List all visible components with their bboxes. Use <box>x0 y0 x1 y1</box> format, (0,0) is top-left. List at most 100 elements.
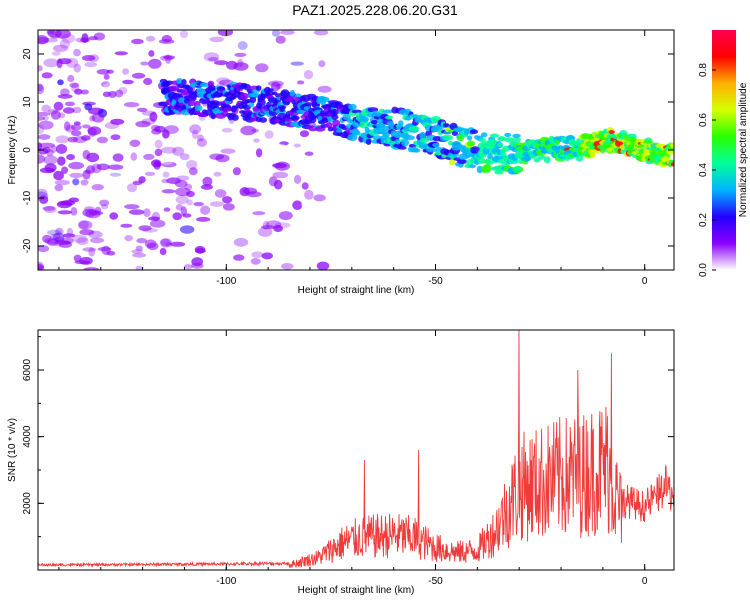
y-tick-label: 0 <box>22 147 33 153</box>
heatmap-cell <box>52 44 69 52</box>
heatmap-cell <box>271 30 281 37</box>
heatmap-cell <box>118 87 128 95</box>
heatmap-cell <box>155 162 162 167</box>
heatmap-cell <box>38 263 45 270</box>
heatmap-cell <box>200 205 211 215</box>
heatmap-cell <box>161 35 172 43</box>
heatmap-cell <box>131 38 144 45</box>
heatmap-cell <box>42 206 56 211</box>
y-tick-label: 4000 <box>22 425 33 448</box>
heatmap-cell <box>101 81 111 88</box>
heatmap-cell <box>231 114 239 121</box>
heatmap-cell <box>278 211 293 221</box>
heatmap-cell <box>103 82 117 93</box>
heatmap-plot <box>38 30 674 270</box>
heatmap-cell <box>456 159 468 164</box>
heatmap-cell <box>217 30 234 37</box>
heatmap-cell <box>108 164 124 170</box>
heatmap-cell <box>257 226 273 237</box>
heatmap-cell <box>64 101 75 107</box>
y-tick-label: 6000 <box>22 358 33 381</box>
heatmap-cell <box>161 161 177 168</box>
heatmap-cell <box>221 127 233 133</box>
heatmap-cell <box>196 138 207 147</box>
heatmap-cell <box>261 252 273 260</box>
heatmap-cell <box>233 237 249 247</box>
heatmap-cell <box>209 201 225 207</box>
heatmap-cell <box>82 124 91 129</box>
x-tick-label: -50 <box>428 576 443 587</box>
heatmap-cell <box>233 254 245 261</box>
heatmap-cell <box>126 183 138 193</box>
heatmap-cell <box>222 196 233 204</box>
heatmap-cell <box>47 238 59 246</box>
heatmap-cell <box>451 131 459 136</box>
heatmap-cell <box>129 139 141 147</box>
heatmap-cell <box>395 138 401 145</box>
heatmap-cell <box>359 116 370 123</box>
x-tick-label: 0 <box>642 576 648 587</box>
heatmap-cell <box>397 146 407 150</box>
heatmap-cell <box>189 124 202 135</box>
heatmap-cell <box>304 151 314 156</box>
heatmap-cell <box>72 234 88 243</box>
heatmap-cell <box>290 115 300 121</box>
heatmap-cell <box>317 85 332 93</box>
heatmap-cell <box>71 82 80 93</box>
heatmap-cell <box>512 137 521 143</box>
heatmap-cell <box>88 230 103 239</box>
heatmap-cell <box>216 77 231 85</box>
heatmap-cell <box>138 225 152 232</box>
heatmap-cell <box>267 88 274 92</box>
heatmap-cell <box>70 207 78 216</box>
heatmap-cell <box>124 235 133 242</box>
heatmap-cell <box>209 36 224 43</box>
heatmap-cell <box>255 85 262 91</box>
heatmap-cell <box>162 55 176 60</box>
heatmap-cell <box>467 140 475 147</box>
heatmap-cell <box>41 104 51 113</box>
heatmap-cell <box>318 60 326 68</box>
heatmap-cell <box>140 61 149 66</box>
heatmap-cell <box>112 153 124 162</box>
heatmap-cell <box>54 236 65 242</box>
heatmap-cell <box>144 171 156 176</box>
heatmap-cell <box>482 164 492 172</box>
heatmap-cell <box>280 263 294 270</box>
heatmap-cell <box>38 154 46 164</box>
heatmap-cell <box>102 91 111 98</box>
heatmap-cell <box>99 199 110 207</box>
heatmap-cell <box>172 212 182 221</box>
heatmap-cell <box>132 252 147 258</box>
heatmap-cell <box>250 258 261 265</box>
heatmap-cell <box>136 238 148 244</box>
heatmap-cell <box>497 142 504 147</box>
heatmap-cell <box>253 196 265 205</box>
heatmap-cell <box>122 68 130 75</box>
heatmap-cell <box>58 241 72 248</box>
heatmap-cell <box>132 180 143 186</box>
heatmap-cell <box>56 200 72 209</box>
heatmap-cell <box>670 142 674 148</box>
heatmap-cell <box>226 60 238 70</box>
heatmap-cell <box>268 176 278 187</box>
heatmap-cell <box>175 195 189 205</box>
heatmap-cell <box>124 204 140 210</box>
heatmap-cell <box>413 148 421 153</box>
heatmap-cell <box>38 245 50 253</box>
heatmap-cell <box>196 216 211 222</box>
heatmap-cell <box>161 189 176 194</box>
heatmap-cell <box>186 199 193 206</box>
heatmap-cell <box>404 135 415 141</box>
heatmap-cell <box>110 134 121 141</box>
heatmap-cell <box>67 74 75 83</box>
heatmap-cell <box>74 260 91 265</box>
heatmap-cell <box>88 54 100 63</box>
heatmap-cell <box>271 143 287 150</box>
heatmap-cell <box>148 58 162 69</box>
heatmap-cell <box>272 162 288 169</box>
heatmap-cell <box>398 120 404 127</box>
heatmap-cell <box>275 35 286 44</box>
heatmap-cell <box>149 111 158 122</box>
chart-title: PAZ1.2025.228.06.20.G31 <box>292 2 458 18</box>
